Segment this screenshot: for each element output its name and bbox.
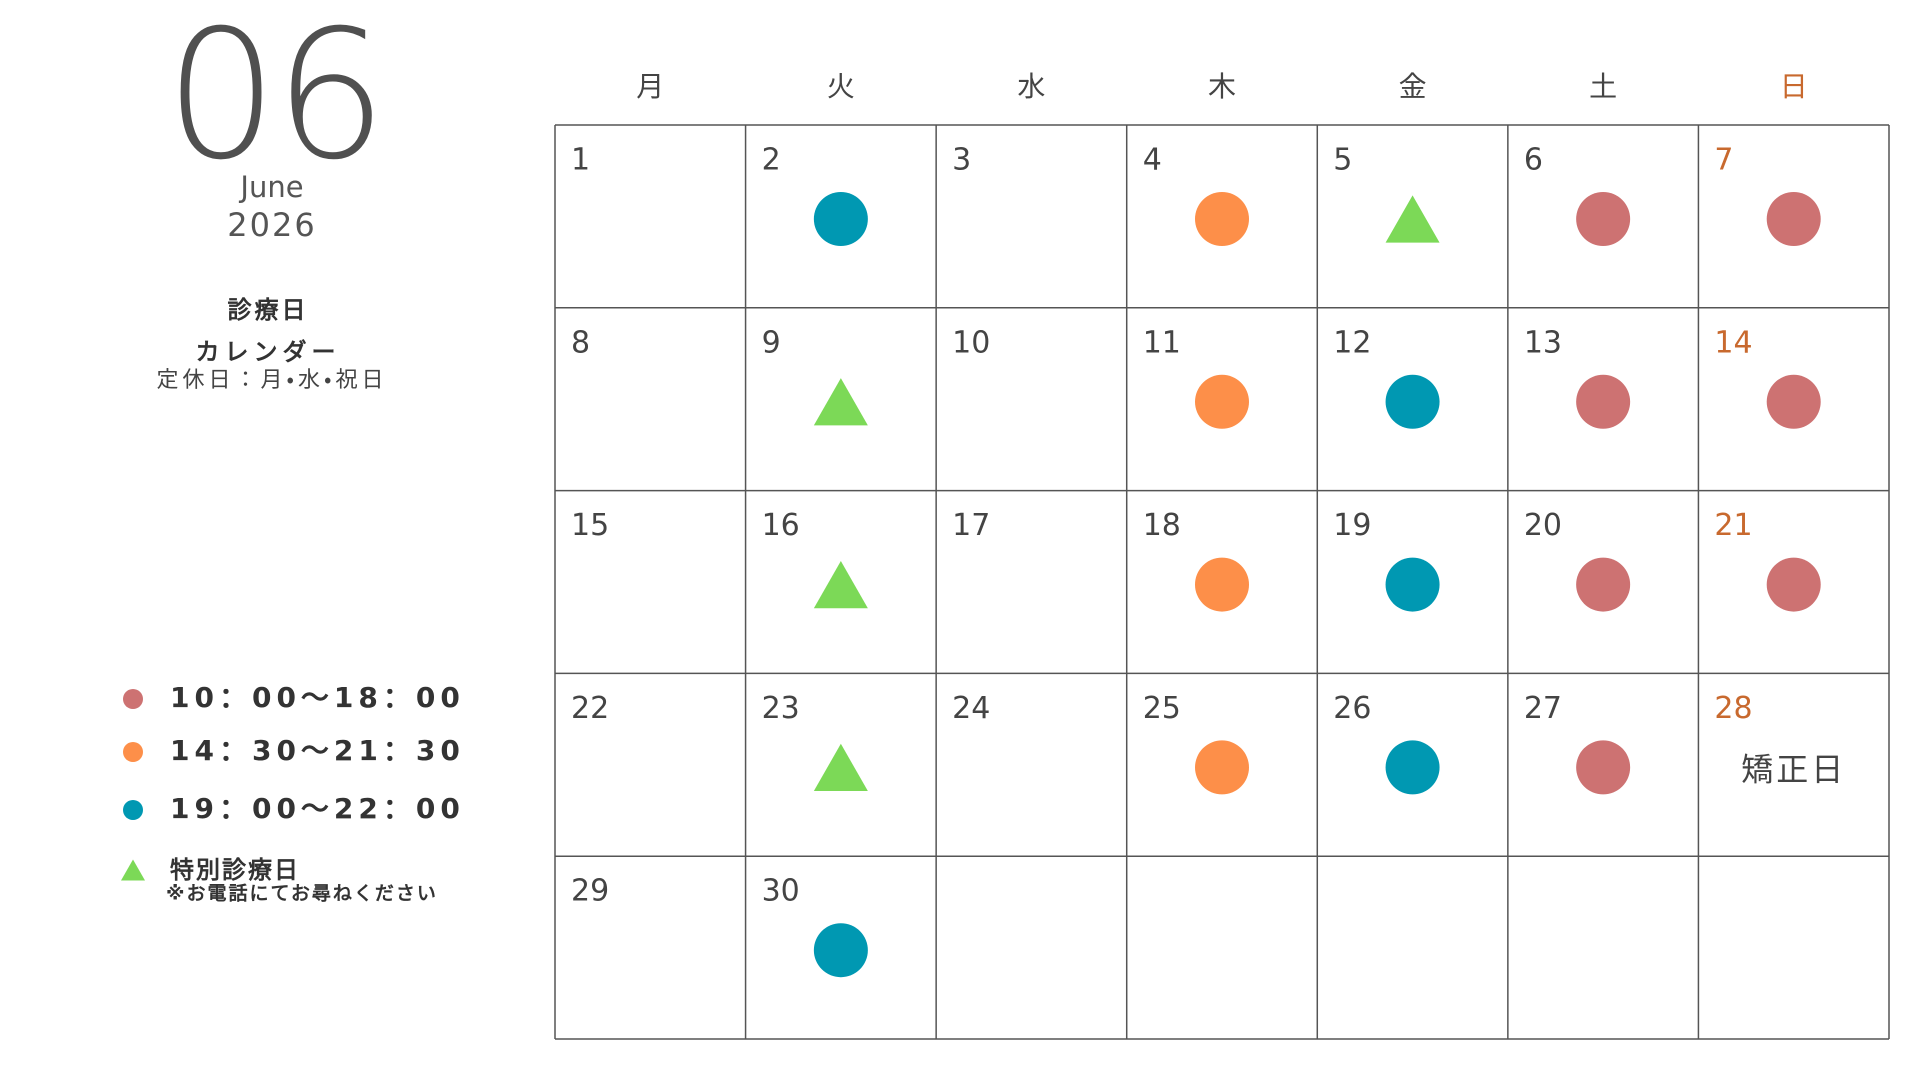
day-number: 1 [571,143,590,178]
day-number: 11 [1143,325,1181,360]
day-number: 25 [1143,691,1181,726]
circle-mark [123,742,143,762]
circle-mark [1195,374,1249,429]
day-number: 13 [1524,325,1562,360]
circle-mark [1385,557,1440,612]
weekday-label: 日 [1780,70,1808,103]
legend-label: 特別診療日 [170,856,300,884]
circle-mark [1195,740,1249,795]
day-number: 18 [1143,508,1181,543]
day-number: 5 [1333,143,1352,178]
day-number: 27 [1524,691,1562,726]
circle-mark [813,192,868,246]
circle-mark [123,689,143,709]
year: 2026 [227,206,316,244]
triangle-mark [813,378,868,426]
day-number: 23 [762,691,800,726]
circle-mark [1766,557,1821,612]
day-number: 16 [762,508,800,543]
circle-mark [1766,374,1821,429]
day-number: 8 [571,325,590,360]
legend-label: 14：30〜21：30 [170,734,465,767]
circle-mark [1576,374,1631,429]
day-number: 9 [762,325,781,360]
day-number: 17 [952,508,990,543]
day-number: 22 [571,691,609,726]
title-line: カレンダー [196,338,341,366]
day-number: 29 [571,874,609,909]
weekday-label: 木 [1208,70,1236,103]
day-number: 14 [1714,325,1752,360]
day-number: 12 [1333,325,1371,360]
circle-mark [1195,192,1249,246]
legend-note: ※お電話にてお尋ねください [166,883,438,905]
weekday-label: 土 [1589,70,1617,103]
title-line: 診療日 [228,296,309,324]
day-number: 2 [762,143,781,178]
weekday-label: 金 [1399,70,1427,103]
triangle-mark [121,859,145,881]
circle-mark [1766,192,1821,246]
triangle-mark [813,743,868,792]
day-number: 30 [762,874,800,909]
weekday-label: 月 [636,70,664,103]
day-number: 20 [1524,508,1562,543]
weekday-label: 水 [1017,70,1045,103]
day-number: 4 [1143,143,1162,178]
day-number: 3 [952,143,971,178]
triangle-mark [1385,195,1440,243]
day-number: 19 [1333,508,1371,543]
weekday-label: 火 [827,70,855,103]
circle-mark [1385,740,1440,795]
day-note: 矯正日 [1741,750,1846,788]
day-number: 28 [1714,691,1752,726]
day-number: 6 [1524,143,1543,178]
legend-label: 10：00〜18：00 [170,681,465,714]
circle-mark [1195,557,1249,612]
circle-mark [813,923,868,978]
day-number: 10 [952,325,990,360]
triangle-mark [813,560,868,609]
circle-mark [1576,192,1631,246]
month-number: 06 [165,0,384,199]
month-name: June [238,170,303,204]
day-number: 24 [952,691,990,726]
circle-mark [1385,374,1440,429]
day-number: 7 [1714,143,1733,178]
closed-days: 定休日：月・水・祝日 [157,368,388,393]
legend-label: 19：00〜22：00 [170,792,465,825]
day-number: 15 [571,508,609,543]
circle-mark [1576,557,1631,612]
circle-mark [1576,740,1631,795]
circle-mark [123,800,143,820]
day-number: 26 [1333,691,1371,726]
day-number: 21 [1714,508,1752,543]
